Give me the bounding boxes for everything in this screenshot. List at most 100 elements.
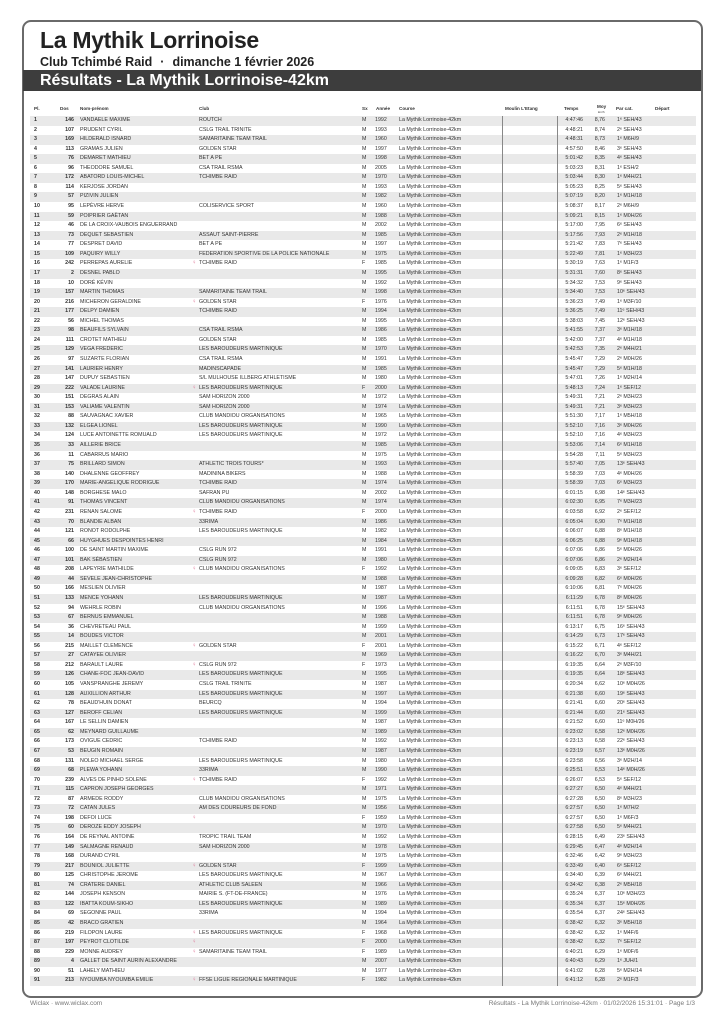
place: 41 xyxy=(34,499,40,506)
birth-year: 1992 xyxy=(375,279,387,286)
birth-year: 1968 xyxy=(375,929,387,936)
sex: M xyxy=(362,442,367,449)
club: CLUB MANDIOU ORGANISATIONS xyxy=(199,566,285,573)
bib: 124 xyxy=(65,432,74,439)
club: MADINSCAPADE xyxy=(199,365,241,372)
category-rank: 3ᵉ SEH/43 xyxy=(617,145,642,152)
bib: 76 xyxy=(68,155,74,162)
category-rank: 23ᵉ SEH/43 xyxy=(617,834,645,840)
category-rank: 22ᵉ SEH/43 xyxy=(617,738,645,745)
birth-year: 1974 xyxy=(375,480,387,487)
table-row: 22 56 MICHEL THOMAS M 1995 5:38:03 7,45 12ᵉ SEH… xyxy=(30,317,696,327)
time: 4:48:31 xyxy=(565,136,583,143)
birth-year: 1970 xyxy=(375,174,387,181)
category-rank: 2ᵉ M2H/14 xyxy=(617,556,642,563)
time: 6:06:25 xyxy=(565,537,583,544)
club: COLISERVICE SPORT xyxy=(199,203,255,210)
runner-name: BRACO GRATIEN xyxy=(80,920,124,927)
avg-speed: 7,49 xyxy=(594,308,605,315)
runner-name: RENAN SALOME xyxy=(80,508,123,515)
bib: 122 xyxy=(65,900,74,907)
course: La Mythik Lorrinoise-42km xyxy=(399,461,462,468)
birth-year: 2002 xyxy=(375,222,387,229)
avg-speed: 7,53 xyxy=(594,279,605,286)
avg-speed: 8,74 xyxy=(594,126,605,133)
birth-year: 1980 xyxy=(375,375,387,382)
avg-speed: 6,78 xyxy=(594,604,605,611)
category-rank: 16ᵉ SEH/43 xyxy=(617,623,645,630)
club: MAIRIE S. (FT-DE-FRANCE) xyxy=(199,891,268,898)
category-rank: 10ᵉ SEH/43 xyxy=(617,289,645,296)
sex: M xyxy=(362,795,367,802)
bib: 125 xyxy=(65,872,74,879)
sex: M xyxy=(362,528,367,535)
time: 6:35:54 xyxy=(565,910,583,917)
time: 5:31:31 xyxy=(565,269,583,276)
time: 5:52:10 xyxy=(565,432,583,439)
bib: 222 xyxy=(65,384,74,391)
runner-name: OVIGUE CEDRIC xyxy=(80,738,123,745)
sex: M xyxy=(362,595,367,601)
category-rank: 1ᵉ M4F/6 xyxy=(617,929,639,936)
course: La Mythik Lorrinoise-42km xyxy=(399,203,462,210)
place: 64 xyxy=(34,719,40,726)
club: S/L MULHOUSE ILLBERG ATHLETISME xyxy=(199,375,297,382)
col-moy: Moy xyxy=(597,104,607,109)
runner-name: MARIE-ANGELIQUE RODRIGUE xyxy=(80,480,160,487)
sex: M xyxy=(362,222,367,229)
place: 45 xyxy=(34,537,40,544)
bib: 166 xyxy=(65,585,74,592)
time: 5:42:53 xyxy=(565,346,583,353)
time: 6:11:51 xyxy=(565,604,583,611)
avg-speed: 8,76 xyxy=(594,117,605,123)
time: 5:36:25 xyxy=(565,308,583,315)
time: 6:19:35 xyxy=(565,671,583,678)
avg-speed: 8,15 xyxy=(594,212,605,219)
col-temps: Temps xyxy=(564,106,579,111)
avg-speed: 7,21 xyxy=(594,403,605,410)
sex: M xyxy=(362,365,367,372)
category-rank: 1ᵉ M0F/6 xyxy=(617,948,639,955)
club: ATHLETIC TROIS TOURS* xyxy=(199,461,264,468)
sex: M xyxy=(362,413,367,420)
sex: M xyxy=(362,117,367,123)
runner-name: POIPRIER GAËTAN xyxy=(80,212,129,219)
bib: 14 xyxy=(68,633,74,640)
runner-name: BERNUS EMMANUEL xyxy=(80,614,134,621)
category-rank: 2ᵉ SEH/43 xyxy=(617,126,642,133)
runner-name: BOUDES VICTOR xyxy=(80,633,124,640)
runner-name: DE SAINT MARTIN MAXIME xyxy=(80,547,149,554)
sex: M xyxy=(362,203,367,210)
birth-year: 2001 xyxy=(375,633,387,640)
birth-year: 1985 xyxy=(375,260,387,267)
bib: 231 xyxy=(65,508,74,515)
avg-speed: 6,50 xyxy=(594,786,605,793)
bib: 147 xyxy=(65,375,74,382)
bib: 60 xyxy=(68,824,74,831)
col-moulin: Moulin L'Etang xyxy=(505,106,538,111)
course: La Mythik Lorrinoise-42km xyxy=(399,222,462,229)
section-title-bar: Résultats - La Mythik Lorrinoise-42km xyxy=(23,70,701,91)
place: 59 xyxy=(34,671,40,678)
runner-name: MICHEL THOMAS xyxy=(80,317,124,324)
sex: M xyxy=(362,480,367,487)
course: La Mythik Lorrinoise-42km xyxy=(399,795,462,802)
place: 14 xyxy=(34,241,40,248)
avg-speed: 7,16 xyxy=(594,432,605,439)
club: BET A PE xyxy=(199,241,223,248)
avg-speed: 7,24 xyxy=(594,384,605,391)
birth-year: 1995 xyxy=(375,269,387,276)
time: 5:47:01 xyxy=(565,375,583,382)
club: SAM HORIZON 2000 xyxy=(199,843,250,850)
runner-name: VALIAME VALENTIN xyxy=(80,403,130,410)
time: 6:11:51 xyxy=(565,614,583,621)
avg-speed: 6,92 xyxy=(594,508,605,515)
birth-year: 1975 xyxy=(375,853,387,860)
time: 5:07:19 xyxy=(565,193,583,200)
runner-name: BORGHESE MALO xyxy=(80,489,127,496)
bib: 87 xyxy=(68,795,74,802)
col-sx: Sx xyxy=(362,106,368,111)
table-row: 66 173 OVIGUE CEDRIC TCHIMBE RAID M 1992 6:23:… xyxy=(30,737,696,747)
runner-name: BRILLARD SIMON xyxy=(80,461,125,468)
club: SAMARITAINE TEAM TRAIL xyxy=(199,948,267,955)
